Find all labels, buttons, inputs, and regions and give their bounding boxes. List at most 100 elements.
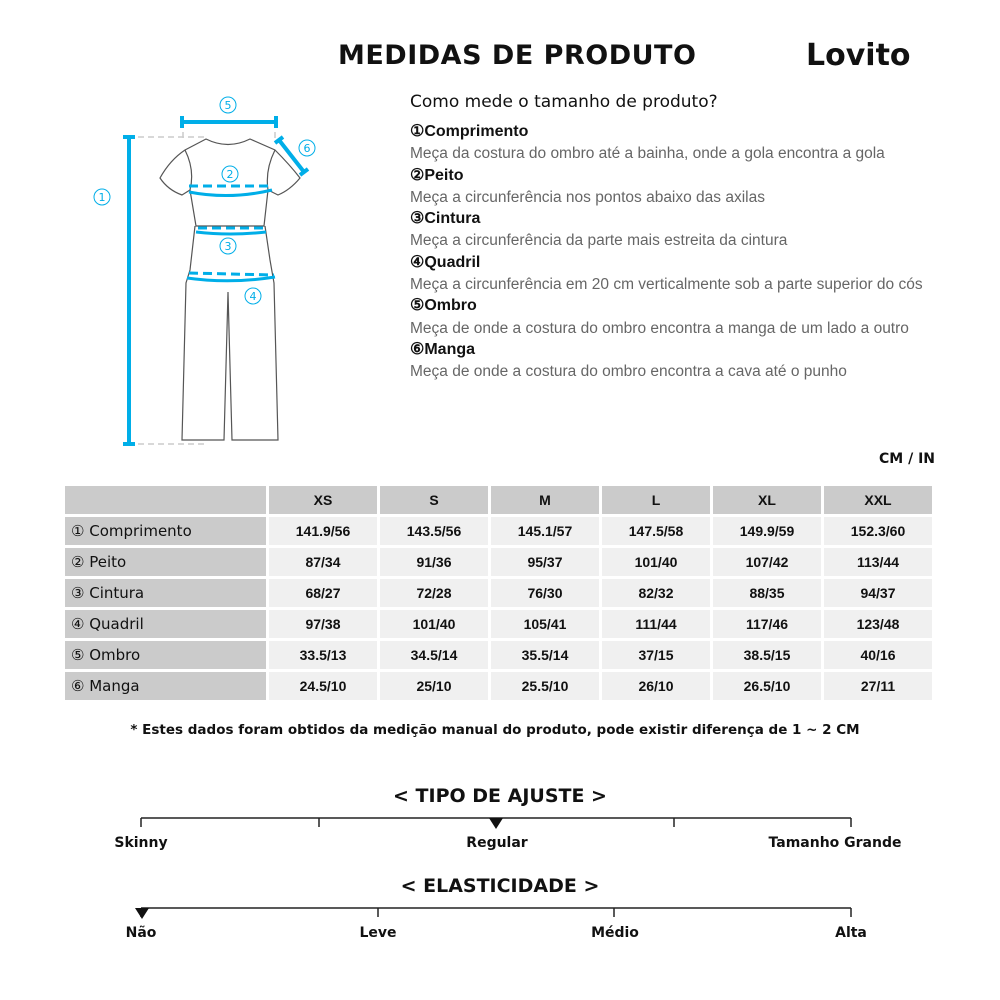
table-cell: 117/46 <box>713 610 821 638</box>
table-cell: 123/48 <box>824 610 932 638</box>
table-cell: 107/42 <box>713 548 821 576</box>
fit-label-regular: Regular <box>466 835 528 851</box>
table-row: ③ Cintura 68/27 72/28 76/30 82/32 88/35 94/37 <box>65 579 932 607</box>
elasticity-label-alta: Alta <box>835 925 867 941</box>
fit-scale <box>140 817 852 829</box>
table-cell: 113/44 <box>824 548 932 576</box>
size-header: XXL <box>824 486 932 514</box>
row-label: ⑥ Manga <box>65 672 266 700</box>
table-header-row: XS S M L XL XXL <box>65 486 932 514</box>
garment-diagram: 1 2 3 4 5 6 <box>93 96 316 446</box>
table-cell: 143.5/56 <box>380 517 488 545</box>
table-cell: 35.5/14 <box>491 641 599 669</box>
label-1: 1 <box>99 191 106 204</box>
elasticity-scale <box>135 907 852 919</box>
table-row: ⑥ Manga 24.5/10 25/10 25.5/10 26/10 26.5/10 27… <box>65 672 932 700</box>
table-cell: 82/32 <box>602 579 710 607</box>
guide-item-name: Manga <box>424 340 476 358</box>
header-blank <box>65 486 266 514</box>
table-cell: 40/16 <box>824 641 932 669</box>
guide-item: ⑤Ombro Meça de onde a costura do ombro en… <box>410 295 930 339</box>
elasticity-label-nao: Não <box>125 925 157 941</box>
label-3: 3 <box>225 240 232 253</box>
label-circles <box>93 96 316 305</box>
page-title: MEDIDAS DE PRODUTO <box>338 40 697 71</box>
size-header: S <box>380 486 488 514</box>
table-cell: 37/15 <box>602 641 710 669</box>
elasticity-title: < ELASTICIDADE > <box>400 875 600 897</box>
fit-label-large: Tamanho Grande <box>768 835 902 851</box>
guide-item-desc: Meça de onde a costura do ombro encontra… <box>410 319 909 337</box>
guide-question: Como mede o tamanho de produto? <box>410 92 718 112</box>
guide-item-desc: Meça de onde a costura do ombro encontra… <box>410 363 847 381</box>
table-cell: 26.5/10 <box>713 672 821 700</box>
guide-item-name: Cintura <box>424 210 481 228</box>
fit-indicator-icon <box>489 818 503 829</box>
table-cell: 101/40 <box>380 610 488 638</box>
table-cell: 38.5/15 <box>713 641 821 669</box>
guide-item-name: Comprimento <box>424 123 529 140</box>
measure-lines <box>123 116 310 446</box>
table-cell: 26/10 <box>602 672 710 700</box>
row-label: ② Peito <box>65 548 266 576</box>
label-5: 5 <box>225 99 232 112</box>
guide-item: ①Comprimento Meça da costura do ombro até… <box>410 121 930 165</box>
size-header: XS <box>269 486 377 514</box>
table-cell: 149.9/59 <box>713 517 821 545</box>
elasticity-label-leve: Leve <box>359 925 397 941</box>
elasticity-indicator-icon <box>135 908 149 919</box>
size-header: L <box>602 486 710 514</box>
jumpsuit-outline <box>159 138 301 441</box>
table-cell: 33.5/13 <box>269 641 377 669</box>
label-6: 6 <box>304 142 311 155</box>
units-label: CM / IN <box>879 451 935 467</box>
measurement-guide: ①Comprimento Meça da costura do ombro até… <box>410 121 930 383</box>
row-label: ① Comprimento <box>65 517 266 545</box>
fit-label-skinny: Skinny <box>114 835 168 851</box>
label-4: 4 <box>250 290 257 303</box>
table-cell: 27/11 <box>824 672 932 700</box>
table-cell: 87/34 <box>269 548 377 576</box>
size-header: M <box>491 486 599 514</box>
guide-item: ③Cintura Meça a circunferência da parte m… <box>410 208 930 252</box>
table-cell: 88/35 <box>713 579 821 607</box>
table-cell: 147.5/58 <box>602 517 710 545</box>
row-label: ④ Quadril <box>65 610 266 638</box>
guide-item-name: Ombro <box>424 297 477 315</box>
table-cell: 145.1/57 <box>491 517 599 545</box>
table-cell: 141.9/56 <box>269 517 377 545</box>
label-2: 2 <box>227 168 234 181</box>
table-row: ⑤ Ombro 33.5/13 34.5/14 35.5/14 37/15 38.5/15… <box>65 641 932 669</box>
table-cell: 152.3/60 <box>824 517 932 545</box>
table-cell: 72/28 <box>380 579 488 607</box>
guide-item-name: Quadril <box>424 253 481 271</box>
guide-item-name: Peito <box>424 166 464 184</box>
guide-item-desc: Meça da costura do ombro até a bainha, o… <box>410 145 885 163</box>
fit-title: < TIPO DE AJUSTE > <box>393 785 607 807</box>
table-cell: 105/41 <box>491 610 599 638</box>
guide-item-desc: Meça a circunferência em 20 cm verticalm… <box>410 276 923 294</box>
guide-item-desc: Meça a circunferência da parte mais estr… <box>410 232 788 250</box>
row-label: ③ Cintura <box>65 579 266 607</box>
table-cell: 94/37 <box>824 579 932 607</box>
table-cell: 95/37 <box>491 548 599 576</box>
table-cell: 97/38 <box>269 610 377 638</box>
table-cell: 25/10 <box>380 672 488 700</box>
guide-item: ④Quadril Meça a circunferência em 20 cm v… <box>410 252 930 296</box>
table-cell: 111/44 <box>602 610 710 638</box>
guide-lines <box>128 122 276 445</box>
size-header: XL <box>713 486 821 514</box>
table-cell: 24.5/10 <box>269 672 377 700</box>
table-cell: 76/30 <box>491 579 599 607</box>
measurement-note: * Estes dados foram obtidos da medição m… <box>130 722 860 738</box>
guide-item: ⑥Manga Meça de onde a costura do ombro en… <box>410 339 930 383</box>
guide-item-desc: Meça a circunferência nos pontos abaixo … <box>410 188 765 206</box>
table-row: ② Peito 87/34 91/36 95/37 101/40 107/42 113/44 <box>65 548 932 576</box>
table-cell: 91/36 <box>380 548 488 576</box>
table-row: ④ Quadril 97/38 101/40 105/41 111/44 117/46 12… <box>65 610 932 638</box>
table-row: ① Comprimento 141.9/56 143.5/56 145.1/57 147… <box>65 517 932 545</box>
row-label: ⑤ Ombro <box>65 641 266 669</box>
table-cell: 25.5/10 <box>491 672 599 700</box>
elasticity-label-medio: Médio <box>591 925 639 941</box>
table-cell: 34.5/14 <box>380 641 488 669</box>
